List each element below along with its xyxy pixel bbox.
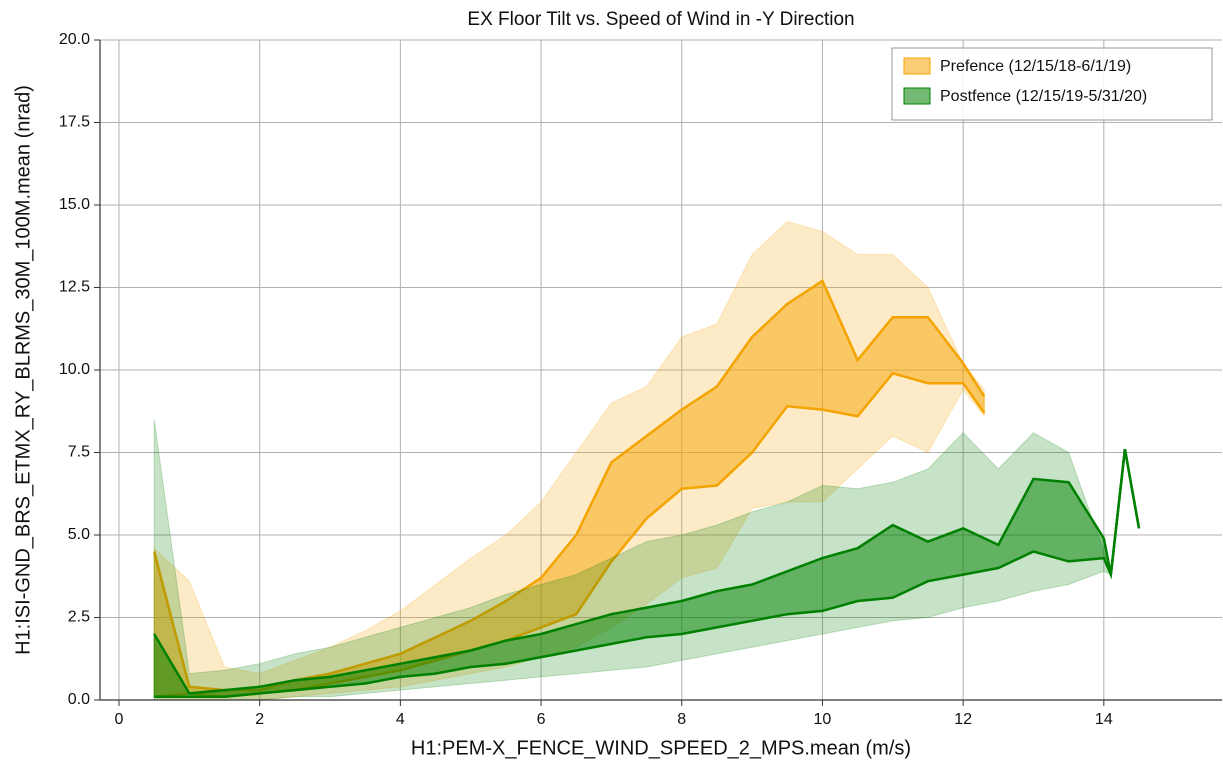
legend-label: Postfence (12/15/19-5/31/20) (940, 88, 1147, 105)
y-tick-label: 12.5 (59, 279, 90, 296)
x-tick-label: 0 (115, 711, 124, 728)
legend-swatch (903, 57, 931, 75)
y-tick-label: 2.5 (68, 609, 90, 626)
x-tick-label: 2 (255, 711, 264, 728)
legend-frame (891, 47, 1213, 121)
y-axis-label: H1:ISI-GND_BRS_ETMX_RY_BLRMS_30M_100M.me… (12, 85, 34, 655)
y-tick-label: 5.0 (68, 526, 90, 543)
x-tick-label: 4 (396, 711, 405, 728)
chart-title: EX Floor Tilt vs. Speed of Wind in -Y Di… (467, 9, 854, 30)
x-axis-label: H1:PEM-X_FENCE_WIND_SPEED_2_MPS.mean (m/… (411, 737, 911, 759)
y-tick-label: 20.0 (59, 31, 90, 48)
legend: Prefence (12/15/18-6/1/19) Postfence (12/… (891, 47, 1213, 121)
band-edge-line (153, 448, 1141, 695)
x-tick-label: 10 (814, 711, 832, 728)
x-tick-label: 14 (1095, 711, 1113, 728)
x-tick-label: 12 (954, 711, 972, 728)
band-edge-line (154, 448, 1141, 698)
plot-area: 0.0 2.5 5.0 7.5 10.0 12.5 15.0 17.5 20.0 0 2 4 6 8 10 1… (59, 31, 1222, 728)
x-tick-label: 8 (677, 711, 686, 728)
legend-label: Prefence (12/15/18-6/1/19) (940, 58, 1131, 75)
y-tick-label: 17.5 (59, 114, 90, 131)
legend-swatch (903, 87, 931, 105)
x-tick-label: 6 (537, 711, 546, 728)
y-tick-label: 0.0 (68, 691, 90, 708)
y-tick-label: 15.0 (59, 196, 90, 213)
y-tick-label: 10.0 (59, 361, 90, 378)
y-tick-label: 7.5 (68, 444, 90, 461)
